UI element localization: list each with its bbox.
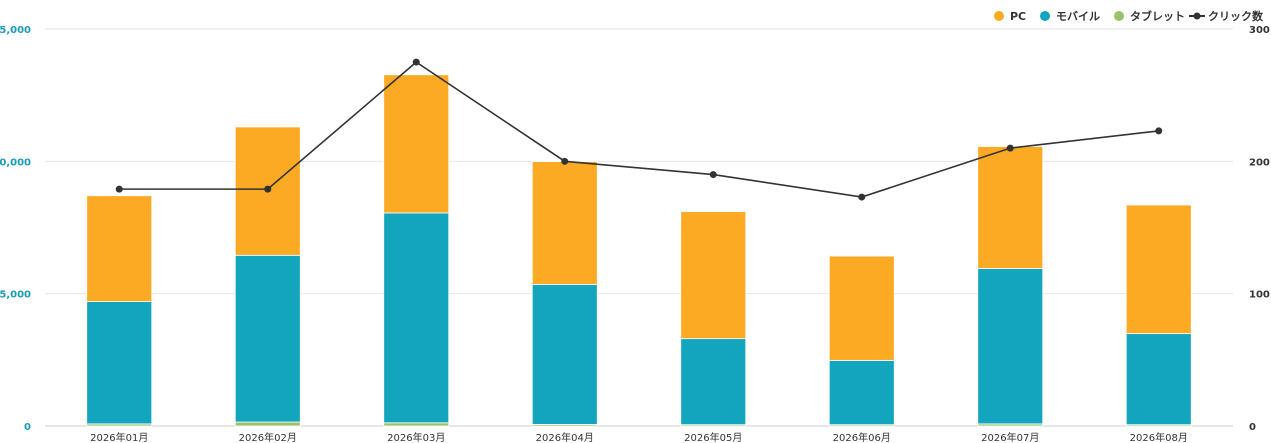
line-point[interactable] — [1155, 127, 1163, 135]
bar-segment[interactable] — [1125, 333, 1192, 426]
line-point[interactable] — [858, 193, 866, 201]
legend-item[interactable]: モバイル — [1040, 10, 1100, 23]
legend-label: タブレット — [1130, 9, 1185, 23]
grid-lines — [45, 28, 1233, 427]
legend-swatch — [994, 11, 1004, 21]
y-right-tick-label: 100 — [1249, 290, 1270, 301]
line-point[interactable] — [115, 185, 123, 193]
bar-segment[interactable] — [680, 338, 747, 426]
bar-segment[interactable] — [531, 161, 598, 285]
line-point[interactable] — [1006, 144, 1014, 152]
legend-item[interactable]: タブレット — [1114, 9, 1185, 23]
line-point[interactable] — [709, 171, 717, 179]
line-point[interactable] — [561, 157, 569, 165]
x-tick-label: 2026年02月 — [239, 431, 297, 443]
legend[interactable]: PC モバイル タブレット クリック数 — [994, 9, 1264, 23]
x-tick-label: 2026年03月 — [387, 431, 445, 443]
bar-segment[interactable] — [86, 195, 153, 303]
y-left-tick-label: 5,000 — [0, 290, 31, 301]
bar-segment[interactable] — [680, 211, 747, 340]
legend-item[interactable]: PC — [994, 10, 1026, 23]
legend-swatch — [1040, 11, 1050, 21]
y-left-tick-label: 10,000 — [0, 157, 31, 168]
bar-segment[interactable] — [383, 422, 450, 427]
bar-segment[interactable] — [977, 268, 1044, 425]
y-left-tick-label: 15,000 — [0, 25, 31, 36]
x-tick-label: 2026年05月 — [684, 431, 742, 443]
bar-segment[interactable] — [383, 212, 450, 424]
axes: 0 5,000 10,000 15,000 0 100 200 300 2026年01月 2026… — [0, 25, 1270, 443]
bar-segment[interactable] — [1125, 204, 1192, 335]
legend-label: モバイル — [1056, 10, 1100, 23]
legend-label: クリック数 — [1208, 9, 1264, 23]
y-left-tick-label: 0 — [24, 422, 31, 433]
bar-segment[interactable] — [531, 284, 598, 425]
click-line — [119, 61, 1159, 198]
legend-label: PC — [1010, 10, 1026, 23]
line-point[interactable] — [264, 185, 272, 193]
x-tick-label: 2026年07月 — [981, 431, 1039, 443]
bar-segment[interactable] — [828, 359, 895, 426]
x-tick-label: 2026年04月 — [536, 431, 594, 443]
line-series — [115, 58, 1163, 201]
legend-point-marker — [1193, 12, 1201, 20]
x-tick-label: 2026年06月 — [833, 431, 891, 443]
legend-item[interactable]: クリック数 — [1189, 9, 1264, 23]
bar-segment[interactable] — [234, 254, 301, 423]
bar-segment[interactable] — [86, 301, 153, 425]
x-tick-label: 2026年01月 — [90, 431, 148, 443]
bar-segment[interactable] — [383, 74, 450, 214]
legend-swatch — [1114, 11, 1124, 21]
y-right-tick-label: 300 — [1249, 25, 1270, 36]
x-tick-label: 2026年08月 — [1130, 431, 1188, 443]
bar-segment[interactable] — [977, 146, 1044, 269]
bar-segment[interactable] — [234, 421, 301, 427]
bar-segment[interactable] — [828, 255, 895, 361]
y-right-tick-label: 0 — [1249, 422, 1256, 433]
line-point[interactable] — [412, 58, 420, 66]
bar-series — [86, 74, 1192, 427]
y-right-tick-label: 200 — [1249, 157, 1270, 168]
